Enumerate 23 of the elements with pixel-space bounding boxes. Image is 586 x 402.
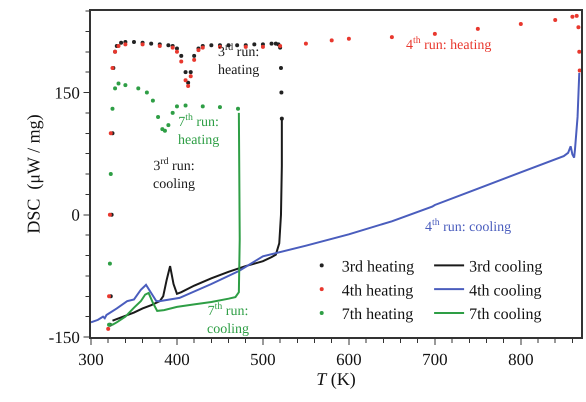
x-axis-title: T (K) — [316, 369, 356, 390]
y-tick-label: 0 — [71, 206, 80, 225]
x-tick-label: 300 — [78, 350, 104, 370]
annotation: 4$^{th}$ run: cooling — [425, 217, 512, 235]
y-axis-title: DSC (μW / mg) — [23, 114, 44, 234]
annotation: 3$^{rd}$ run: cooling — [153, 156, 195, 192]
legend-label: 3rd cooling — [469, 258, 542, 276]
x-tick-label: 700 — [422, 350, 448, 370]
annotation: 3$^{rd}$ run: heating — [218, 42, 260, 78]
x-tick-label: 800 — [508, 350, 534, 370]
annotation: 7$^{th}$ run: heating — [178, 112, 220, 148]
y-tick-label: 150 — [54, 83, 80, 102]
annotation: 4$^{th}$ run: heating — [406, 35, 492, 53]
legend-label: 4th heating — [342, 282, 414, 300]
legend-label: 7th cooling — [469, 306, 542, 324]
x-tick-label: 500 — [250, 350, 276, 370]
y-tick-label: -150 — [48, 328, 80, 347]
legend-label: 7th heating — [342, 306, 414, 324]
annotation: 7$^{th}$ run: cooling — [207, 301, 249, 338]
x-tick-label: 400 — [164, 350, 190, 370]
legend-label: 3rd heating — [342, 258, 414, 276]
x-tick-label: 600 — [336, 350, 362, 370]
legend-label: 4th cooling — [469, 282, 542, 300]
